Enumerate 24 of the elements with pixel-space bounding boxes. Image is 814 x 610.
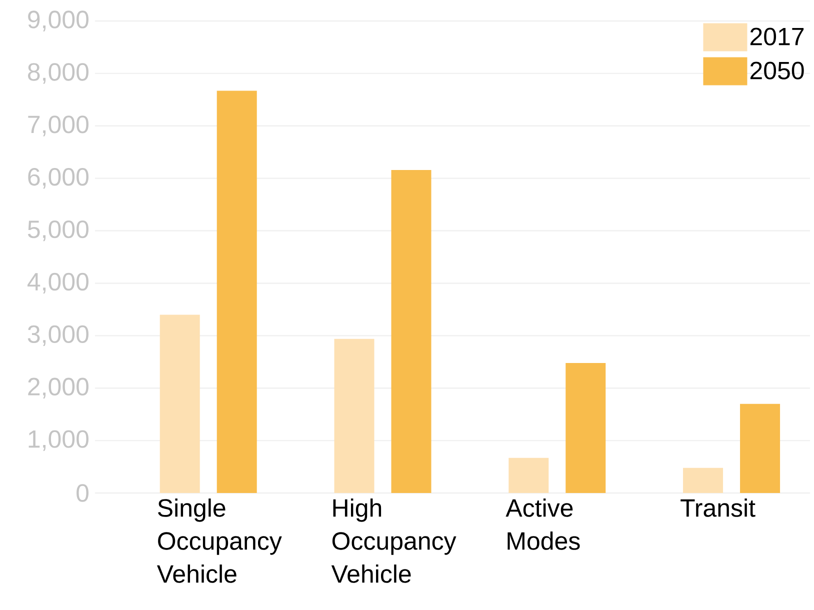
x-tick-label: Transit	[680, 498, 756, 517]
y-tick-label: 3,000	[28, 325, 88, 346]
bar	[508, 458, 549, 493]
bar	[216, 90, 257, 493]
y-tick-label: 2,000	[28, 378, 88, 398]
bar	[683, 468, 724, 493]
y-tick-label: 6,000	[28, 168, 88, 189]
legend-label: 2050	[750, 62, 804, 80]
y-tick-label: 1,000	[28, 430, 88, 451]
bar	[160, 314, 200, 493]
bar	[566, 362, 606, 493]
bar	[740, 404, 780, 493]
y-tick-label: 4,000	[27, 272, 88, 294]
y-tick-label: 9,000	[28, 10, 88, 32]
y-tick-label: 5,000	[28, 220, 88, 242]
x-tick-label: Active Modes	[506, 498, 580, 550]
bar	[334, 338, 374, 493]
legend-label: 2017	[750, 28, 804, 46]
x-tick-label: Single Occupancy Vehicle	[156, 498, 282, 583]
y-tick-label: 8,000	[28, 63, 88, 84]
y-tick-label: 0	[76, 484, 88, 502]
y-tick-label: 7,000	[28, 116, 88, 136]
bar	[391, 170, 432, 493]
x-tick-label: High Occupancy Vehicle	[331, 498, 456, 583]
